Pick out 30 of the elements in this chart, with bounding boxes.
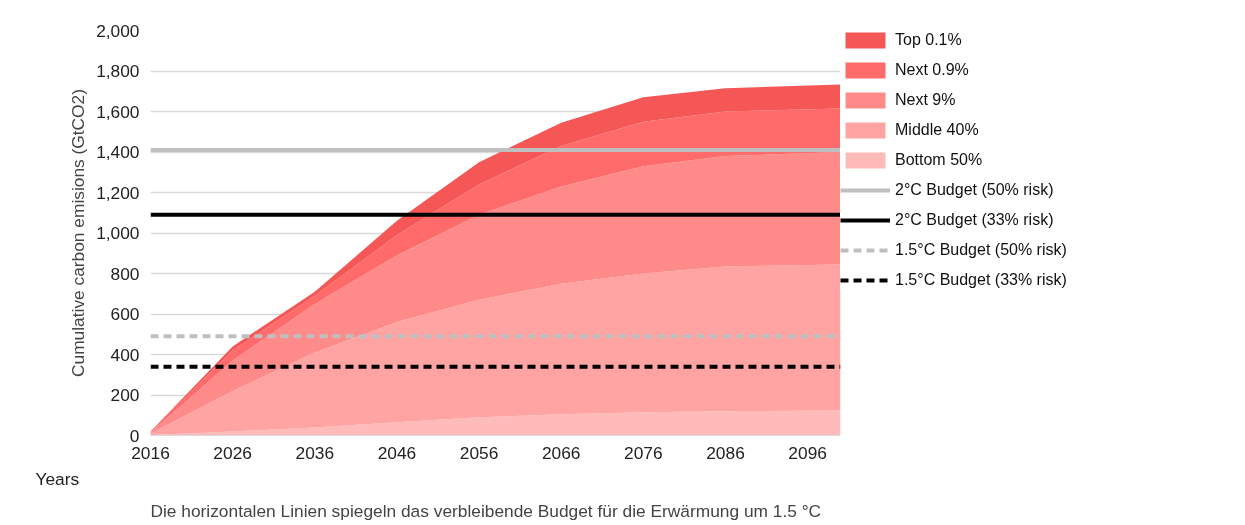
x-axis-title: Years [35,468,80,489]
x-tick-label: 2046 [377,442,417,463]
y-tick-label: 1,200 [96,182,140,203]
text: Die horizontalen Linien spiegeln das verbleibende Budget für die Erwärmung um 1.5 °C [150,500,822,521]
legend-label: Next 9% [895,91,956,109]
ref-line-label: 2°C Budget (33% risk) [895,211,1054,229]
y-tick-label: 1,400 [96,142,140,162]
x-tick-label: 2066 [541,442,581,463]
legend-label: Middle 40% [895,121,979,139]
legend-label: Top 0.1% [895,31,962,49]
y-tick-label: 600 [110,304,140,324]
x-tick-label: 2096 [788,442,827,463]
y-tick-label: 1,000 [96,223,140,243]
y-tick-label: 200 [110,385,140,405]
legend-label: Bottom 50% [895,151,983,169]
y-tick-label: 800 [110,263,140,284]
x-tick-label: 2036 [295,442,335,463]
x-tick-label: 2076 [624,442,663,463]
legend-label: 1.5°C Budget (33% risk) [895,271,1067,289]
x-tick-label: 2086 [706,442,745,463]
legend-label: 2°C Budget (50% risk) [895,181,1054,199]
y-tick-label: 1,800 [96,61,140,81]
y-tick-label: 1,600 [96,101,140,122]
y-axis-title: Cumulative carbon emisions (GtCO2) [68,89,89,377]
x-tick-label: 2026 [213,442,252,463]
y-tick-label: 2,000 [96,20,140,41]
y-tick-label: 400 [110,344,140,365]
legend-label: Next 0.9% [895,61,969,79]
legend-label: 1.5°C Budget (50% risk) [895,241,1067,259]
x-tick-label: 2056 [459,442,499,463]
